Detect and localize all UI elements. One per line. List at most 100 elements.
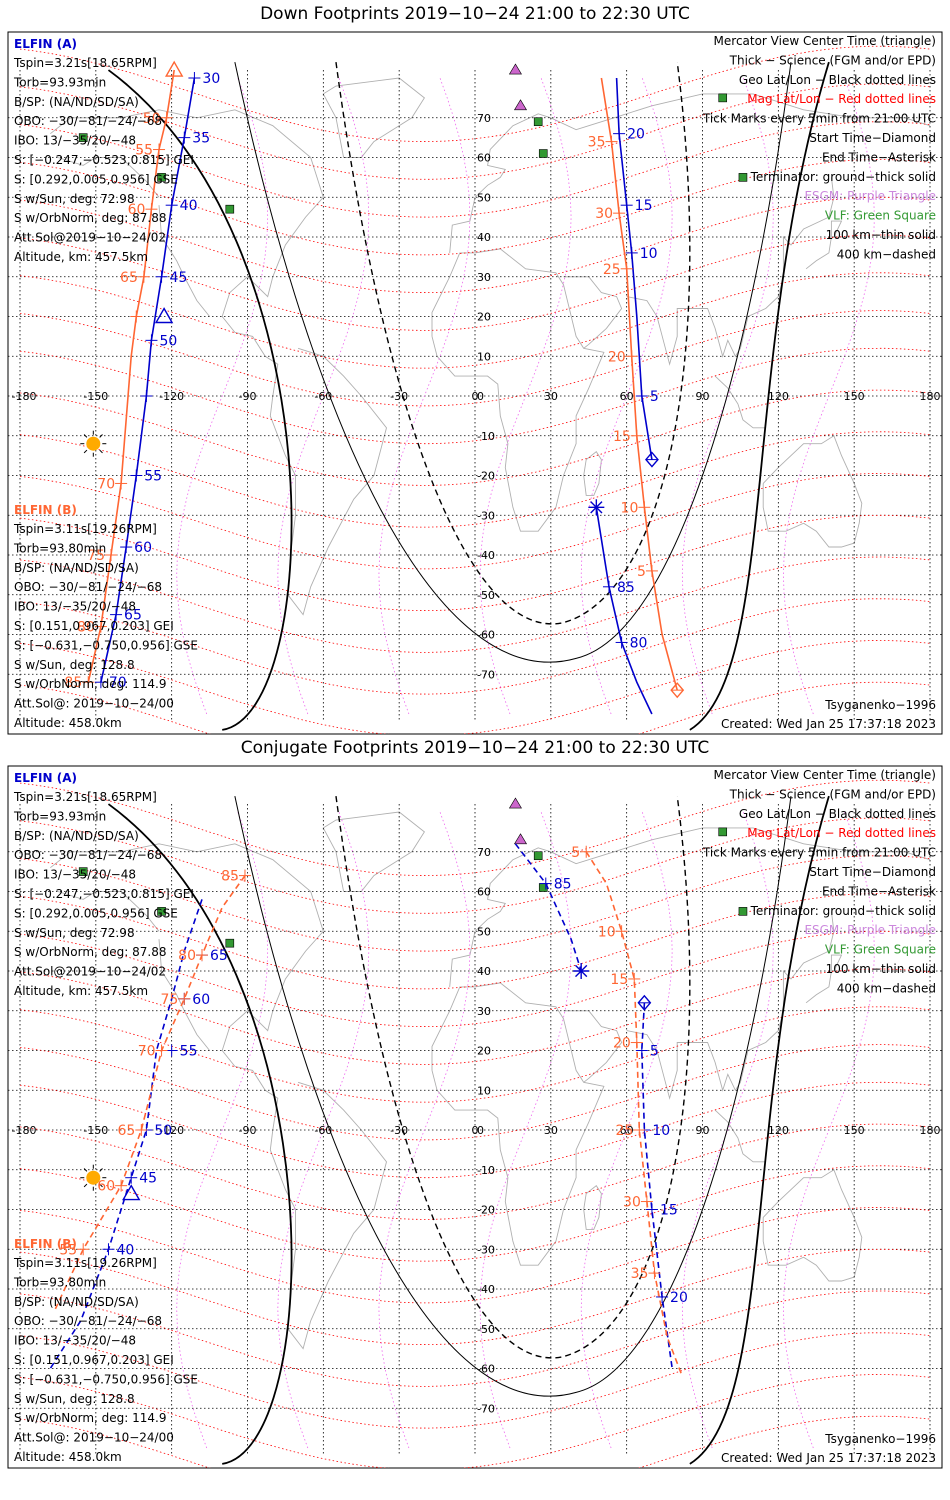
track-tick-label: 35 <box>588 135 606 151</box>
elfin-b-param: Att.Sol@: 2019−10−24/00 <box>14 697 174 711</box>
x-tick-label: 120 <box>768 1124 789 1137</box>
y-tick-label: -10 <box>477 430 495 443</box>
track-tick-label: 85 <box>221 869 239 885</box>
track-tick-label: 10 <box>598 924 616 940</box>
y-tick-label: 50 <box>477 191 491 204</box>
track-tick-label: 10 <box>652 1123 670 1139</box>
x-tick-label: -90 <box>239 390 257 403</box>
elfin-b-param: OBO: −30/−81/−24/−68 <box>14 1314 162 1328</box>
track-tick-label: 60 <box>128 202 146 218</box>
elfin-a-param: S: [0.292,0.005,0.956] GSE <box>14 906 178 920</box>
y-tick-label: 60 <box>477 152 491 165</box>
footprint-track <box>49 899 203 1369</box>
elfin-a-param: Altitude, km: 457.5km <box>14 984 148 998</box>
vlf-station-marker <box>738 907 748 916</box>
elfin-b-param: S w/OrbNorm, deg: 114.9 <box>14 677 166 691</box>
elfin-b-param: S: [0.151,0.967,0.203] GEI <box>14 619 174 633</box>
mag-parallel <box>19 893 931 990</box>
coastline-8 <box>583 1185 602 1230</box>
legend-entry: Start Time−Diamond <box>809 865 936 879</box>
legend-entry: 100 km−thin solid <box>826 228 936 242</box>
track-tick-label: 65 <box>120 270 138 286</box>
model-label: Tsyganenko−1996 <box>824 1432 936 1446</box>
terminator-100km <box>234 61 792 663</box>
mag-parallel <box>19 389 931 486</box>
mag-meridian <box>176 811 269 1449</box>
vlf-station-marker <box>538 149 548 158</box>
vlf-station-marker <box>718 827 728 837</box>
elfin-a-param: OBO: −30/−81/−24/−68 <box>14 114 162 128</box>
start-diamond-marker <box>670 682 685 699</box>
vlf-station-marker <box>157 907 166 916</box>
x-tick-label: 60 <box>620 1124 634 1137</box>
x-tick-label: -150 <box>83 1124 108 1137</box>
legend-entry: VLF: Green Square <box>825 209 936 223</box>
vlf-station-marker <box>225 204 235 214</box>
terminator-ground <box>107 69 293 731</box>
mag-parallel <box>19 598 931 695</box>
elfin-a-name: ELFIN (A) <box>14 37 77 51</box>
track-tick-label: 40 <box>116 1242 134 1258</box>
y-tick-label: -20 <box>477 470 495 483</box>
elfin-a-param: Altitude, km: 457.5km <box>14 250 148 264</box>
mag-parallel <box>19 1081 931 1179</box>
mag-parallel <box>19 1165 931 1262</box>
mag-parallel <box>19 681 931 734</box>
x-tick-label: 150 <box>844 1124 865 1137</box>
elfin-b-param: Altitude: 458.0km <box>14 1450 122 1464</box>
mag-parallel <box>19 234 931 331</box>
track-tick-label: 40 <box>180 198 198 214</box>
elfin-a-param: B/SP: (NA/ND/SD/SA) <box>14 829 139 843</box>
elfin-a-param: S w/OrbNorm, deg: 87.88 <box>14 945 166 959</box>
elfin-a-param: IBO: 13/−35/20/−48 <box>14 134 136 148</box>
mag-parallel <box>19 1290 931 1387</box>
coastline-10 <box>714 1109 766 1163</box>
track-tick-label: 10 <box>640 246 658 262</box>
x-tick-label: 180 <box>920 390 941 403</box>
coastline-3 <box>449 93 931 253</box>
track-tick-label: 45 <box>139 1171 157 1187</box>
track-tick-label: 15 <box>660 1203 678 1219</box>
y-tick-label: -40 <box>477 549 495 562</box>
track-tick-label: 25 <box>603 262 621 278</box>
legend-entry: Geo Lat/Lon − Black dotted lines <box>739 807 936 821</box>
coastline-5 <box>563 1010 623 1083</box>
track-tick-label: 50 <box>159 333 177 349</box>
vlf-station-marker <box>533 117 543 127</box>
sun-ray <box>83 434 88 438</box>
x-tick-label: 150 <box>844 390 865 403</box>
track-tick-label: 5 <box>650 1044 659 1060</box>
elfin-a-param: Tspin=3.21s[18.65RPM] <box>13 790 157 804</box>
x-tick-label: -90 <box>239 1124 257 1137</box>
center-time-triangle <box>164 60 184 77</box>
elfin-a-name: ELFIN (A) <box>14 771 77 785</box>
mag-parallel <box>19 1123 931 1220</box>
mag-meridian <box>479 77 572 715</box>
x-tick-label: 90 <box>696 1124 710 1137</box>
mag-parallel <box>19 431 931 528</box>
track-tick-label: 50 <box>143 111 161 127</box>
mag-parallel <box>19 514 931 612</box>
track-tick-label: 70 <box>97 476 115 492</box>
coastline-6 <box>626 911 835 1100</box>
y-tick-label: 20 <box>477 1045 491 1058</box>
coastline-5 <box>563 276 623 349</box>
x-tick-label: 60 <box>620 390 634 403</box>
sun-icon <box>86 436 101 451</box>
x-tick-label: -30 <box>390 390 408 403</box>
track-tick-label: 25 <box>615 1123 633 1139</box>
elfin-b-param: IBO: 13/−35/20/−48 <box>14 600 136 614</box>
y-tick-label: 20 <box>477 311 491 324</box>
coastline-9 <box>805 220 843 270</box>
elfin-b-info: ELFIN (B) Tspin=3.11s[19.26RPM] Torb=93.80… <box>13 503 198 730</box>
track-tick-label: 75 <box>160 992 178 1008</box>
elfin-a-param: S: [−0.247,−0.523,0.815] GEI <box>14 153 194 167</box>
coastline-4 <box>431 982 605 1266</box>
mag-parallel <box>19 640 931 734</box>
elfin-b-param: Altitude: 458.0km <box>14 716 122 730</box>
y-tick-label: 60 <box>477 886 491 899</box>
track-tick-label: 65 <box>124 608 142 624</box>
legend-entry: ESGM: Purple Triangle <box>804 923 936 937</box>
mag-meridian <box>176 77 269 715</box>
vlf-station-marker <box>718 93 728 103</box>
